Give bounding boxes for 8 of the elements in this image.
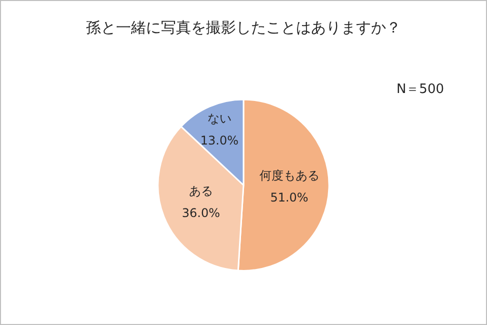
slice-label: ない	[207, 112, 232, 126]
data-label: 13.0%	[200, 134, 239, 148]
data-label: 36.0%	[182, 206, 220, 220]
data-label: 51.0%	[270, 190, 308, 205]
slice-label: ある	[188, 184, 213, 198]
slice-label: 何度もある	[259, 168, 320, 183]
text: N＝500	[396, 82, 444, 97]
chart-title: 孫と一緒に写真を撮影したことはありますか？	[86, 18, 401, 36]
